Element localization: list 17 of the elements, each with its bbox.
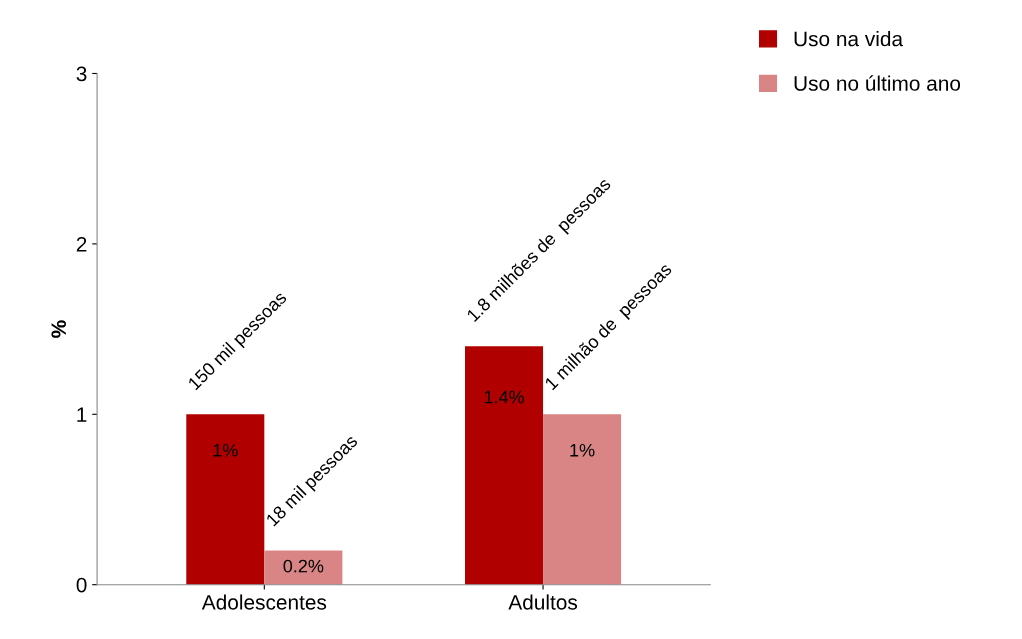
data-label: 1%	[570, 443, 595, 457]
y-tick-label: 3	[76, 66, 87, 82]
data-label: 1.4%	[484, 390, 524, 404]
y-tick-label: 1	[77, 407, 87, 422]
bar	[543, 414, 622, 585]
y-tick-label: 0	[76, 577, 87, 593]
bar	[465, 346, 544, 585]
legend-label: Uso no último ano	[794, 75, 961, 91]
x-tick-label: Adultos	[508, 594, 578, 610]
bar	[264, 550, 343, 585]
bar	[186, 414, 265, 585]
x-tick-label: Adolescentes	[201, 594, 327, 610]
data-label: 1%	[213, 443, 238, 457]
legend-label: Uso na vida	[794, 31, 904, 47]
y-axis-title: %	[51, 320, 67, 338]
y-tick-label: 2	[76, 236, 87, 252]
data-label: 0.2%	[283, 559, 324, 573]
